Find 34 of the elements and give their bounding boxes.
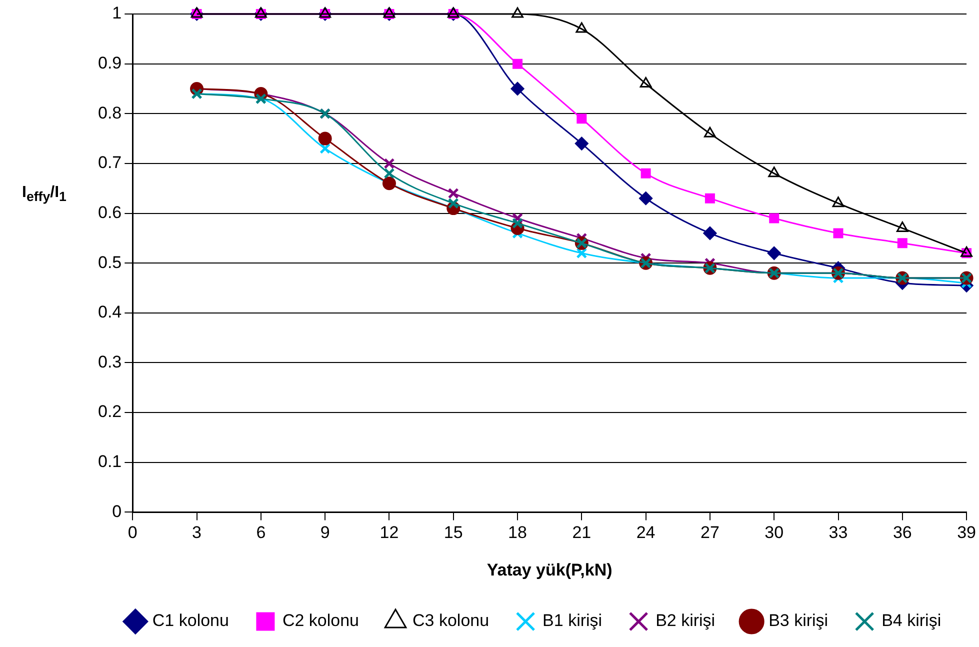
x-tick-label: 39 xyxy=(957,523,976,542)
y-tick-label: 0 xyxy=(112,502,122,521)
x-axis-title: Yatay yük(P,kN) xyxy=(486,560,612,580)
legend-label: C1 kolonu xyxy=(152,611,229,630)
x-tick-label: 27 xyxy=(700,523,720,542)
x-tick-label: 30 xyxy=(764,523,784,542)
x-tick-label: 15 xyxy=(444,523,463,542)
x-tick-label: 33 xyxy=(828,523,848,542)
x-tick-label: 9 xyxy=(320,523,330,542)
legend-label: C2 kolonu xyxy=(282,611,360,630)
y-tick-label: 0.3 xyxy=(98,352,122,372)
y-axis-title: I$_{effy}$/I$_{1}$ xyxy=(22,184,66,204)
x-tick-label: 6 xyxy=(256,523,266,542)
x-tick-label: 36 xyxy=(892,523,912,542)
y-tick-label: 0.7 xyxy=(98,153,122,172)
x-tick-label: 0 xyxy=(128,523,138,542)
y-tick-label: 0.9 xyxy=(98,54,122,73)
x-tick-label: 21 xyxy=(572,523,592,542)
x-tick-label: 24 xyxy=(636,523,656,542)
x-tick-label: 3 xyxy=(192,523,202,542)
y-tick-label: 0.5 xyxy=(98,252,122,272)
y-tick-label: 0.4 xyxy=(98,302,122,322)
y-tick-label: 0.8 xyxy=(98,103,122,122)
legend-label: C3 kolonu xyxy=(412,611,490,630)
legend-label: B4 kirişi xyxy=(882,611,942,630)
legend-label: B2 kirişi xyxy=(656,611,716,630)
x-tick-label: 18 xyxy=(508,523,527,542)
x-tick-label: 12 xyxy=(380,523,399,542)
legend-label: B3 kirişi xyxy=(768,611,828,630)
y-tick-label: 0.6 xyxy=(98,202,122,222)
y-tick-label: 0.1 xyxy=(98,452,122,472)
legend-label: B1 kirişi xyxy=(542,611,602,630)
y-tick-label: 1 xyxy=(112,4,122,23)
y-tick-label: 0.2 xyxy=(98,402,122,422)
